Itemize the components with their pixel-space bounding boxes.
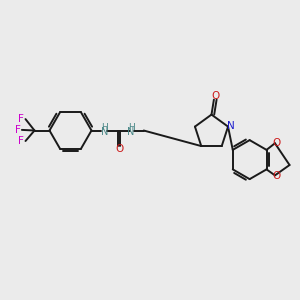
Text: H: H — [128, 123, 134, 132]
Text: N: N — [128, 127, 135, 137]
Text: F: F — [18, 114, 24, 124]
Text: O: O — [272, 171, 280, 181]
Text: H: H — [102, 123, 108, 132]
Text: O: O — [115, 144, 123, 154]
Text: O: O — [272, 138, 280, 148]
Text: N: N — [101, 127, 109, 137]
Text: N: N — [227, 121, 235, 131]
Text: F: F — [14, 125, 20, 135]
Text: O: O — [211, 91, 219, 101]
Text: F: F — [18, 136, 24, 146]
